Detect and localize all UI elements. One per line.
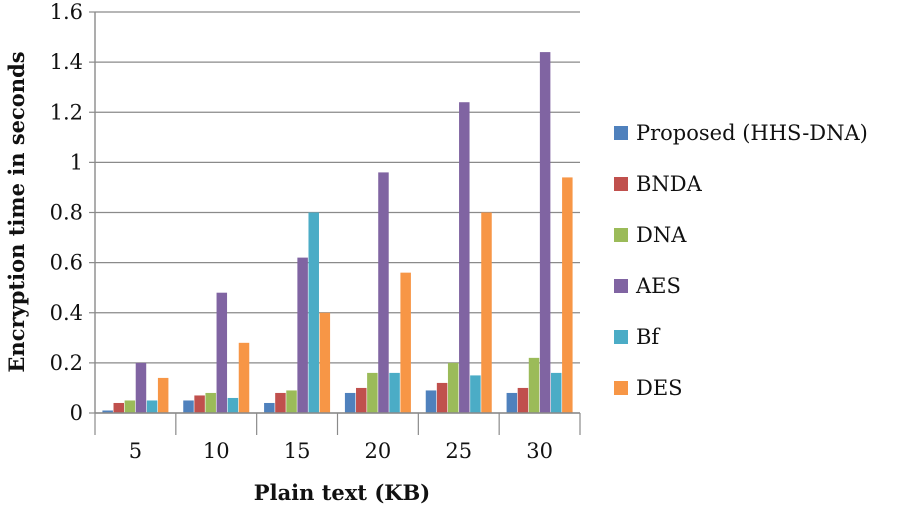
y-axis-ticks: 0 0.2 0.4 0.6 0.8 1 1.2 1.4 1.6 [50,0,95,425]
bar-des-5 [157,377,169,413]
legend-swatch [614,177,628,191]
x-tick-label: 30 [526,439,553,463]
y-tick-label: 1.4 [50,50,83,74]
y-tick-label: 1.6 [50,0,83,24]
bar-bnda-10 [194,395,205,413]
bar-proposed-hhs-dna-10 [183,400,194,413]
bar-des-25 [481,212,492,413]
bar-aes-5 [135,362,147,413]
bar-dna-5 [124,400,136,413]
x-tick-label: 25 [445,439,472,463]
bar-bnda-20 [356,387,367,413]
x-axis-label: Plain text (KB) [254,480,430,505]
legend: Proposed (HHS-DNA) BNDA DNA AES Bf DES [614,121,868,400]
x-tick-label: 15 [284,439,311,463]
legend-swatch [614,330,628,344]
bar-aes-30 [539,52,551,413]
bar-dna-25 [447,362,459,413]
y-tick-label: 0.4 [50,301,83,325]
bar-dna-20 [367,372,378,413]
bar-proposed-hhs-dna-20 [344,392,356,413]
bar-proposed-hhs-dna-30 [506,392,518,413]
bar-bf-20 [389,372,400,413]
legend-swatch [614,279,628,293]
bar-proposed-hhs-dna-15 [264,402,275,413]
legend-label: DES [636,376,683,400]
bar-bnda-15 [275,392,286,413]
legend-label: Bf [636,325,661,349]
bar-bnda-5 [113,402,125,413]
bar-proposed-hhs-dna-5 [102,410,113,413]
legend-label: BNDA [636,172,703,196]
bar-dna-30 [528,357,540,413]
legend-swatch [614,126,628,140]
y-tick-label: 0.2 [50,351,83,375]
bars [102,52,573,413]
bar-bf-30 [550,372,562,413]
x-tick-label: 5 [129,439,142,463]
x-tick-label: 20 [365,439,392,463]
bar-bf-10 [227,397,239,413]
legend-swatch [614,228,628,242]
bar-proposed-hhs-dna-25 [425,390,437,413]
y-tick-label: 0.8 [50,201,83,225]
legend-label: Proposed (HHS-DNA) [636,121,868,145]
bar-bf-15 [308,212,319,413]
x-tick-label: 10 [203,439,230,463]
bar-aes-10 [216,292,228,413]
bar-des-30 [562,177,573,413]
y-tick-label: 0 [70,401,83,425]
bar-bf-5 [146,400,158,413]
bar-dna-15 [286,390,297,413]
bar-bnda-30 [517,387,529,413]
legend-label: DNA [636,223,687,247]
bar-des-20 [400,272,411,413]
y-tick-label: 1 [70,150,83,174]
bar-aes-25 [459,102,470,413]
bar-des-10 [238,342,250,413]
y-axis-label: Encryption time in seconds [4,51,29,372]
bar-bf-25 [470,375,481,413]
axes [94,12,580,414]
bar-des-15 [319,312,331,413]
bar-aes-20 [378,172,389,413]
bar-dna-10 [205,392,216,413]
legend-swatch [614,381,628,395]
gridlines [95,11,580,414]
bar-bnda-25 [436,382,448,413]
x-axis-ticks: 5 10 15 20 25 30 [94,413,581,463]
y-tick-label: 0.6 [50,251,83,275]
legend-label: AES [635,274,681,298]
y-tick-label: 1.2 [50,100,83,124]
bar-aes-15 [297,257,308,413]
